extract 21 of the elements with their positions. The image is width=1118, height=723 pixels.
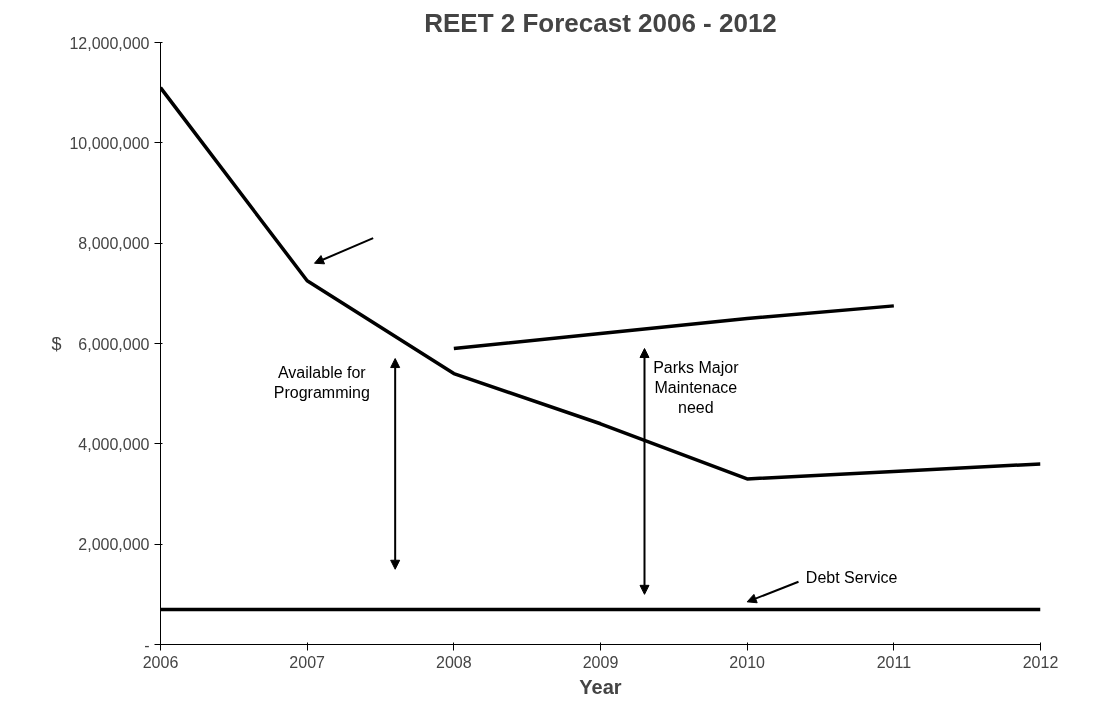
y-tick-label: 10,000,000 xyxy=(69,134,150,152)
x-tick-label: 2012 xyxy=(1022,653,1059,671)
y-axis-title: $ xyxy=(51,333,62,354)
y-tick-label: 8,000,000 xyxy=(78,235,150,253)
x-axis-title: Year xyxy=(579,675,622,698)
y-tick-label: 4,000,000 xyxy=(78,435,150,453)
annotation: Parks Major Maintenace need xyxy=(653,358,740,417)
x-tick-label: 2007 xyxy=(289,653,326,671)
chart-title: REET 2 Forecast 2006 - 2012 xyxy=(424,7,777,38)
x-tick-label: 2006 xyxy=(142,653,179,671)
y-tick-label: 12,000,000 xyxy=(69,34,150,52)
annotation: Debt Service xyxy=(805,569,898,587)
y-tick-label: 6,000,000 xyxy=(78,335,150,353)
x-tick-label: 2010 xyxy=(729,653,766,671)
annotation: Available for Programming xyxy=(273,363,370,401)
x-tick-label: 2011 xyxy=(876,653,912,671)
x-tick-label: 2008 xyxy=(436,653,472,671)
y-tick-label: 2,000,000 xyxy=(78,536,150,554)
x-tick-label: 2009 xyxy=(582,653,619,671)
y-tick-label: - xyxy=(144,636,150,654)
line-series xyxy=(452,304,896,351)
